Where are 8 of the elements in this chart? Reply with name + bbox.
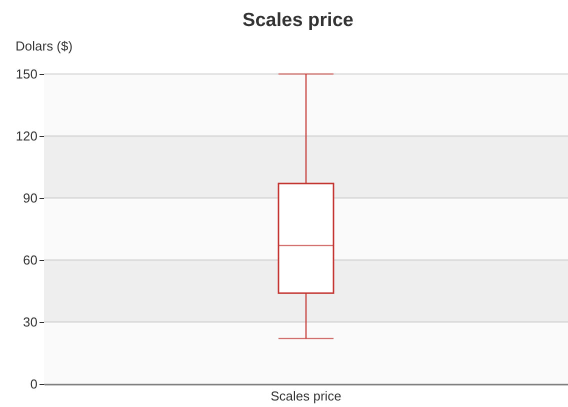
y-axis-title: Dolars ($) (16, 38, 73, 54)
chart-title: Scales price (242, 10, 354, 31)
y-tick-label: 120 (16, 128, 38, 144)
y-tick-label: 150 (16, 66, 38, 82)
y-tick-label: 30 (23, 314, 38, 330)
y-tick-label: 60 (23, 252, 38, 268)
y-tick-label: 90 (23, 190, 38, 206)
y-tick-label: 0 (30, 376, 38, 392)
